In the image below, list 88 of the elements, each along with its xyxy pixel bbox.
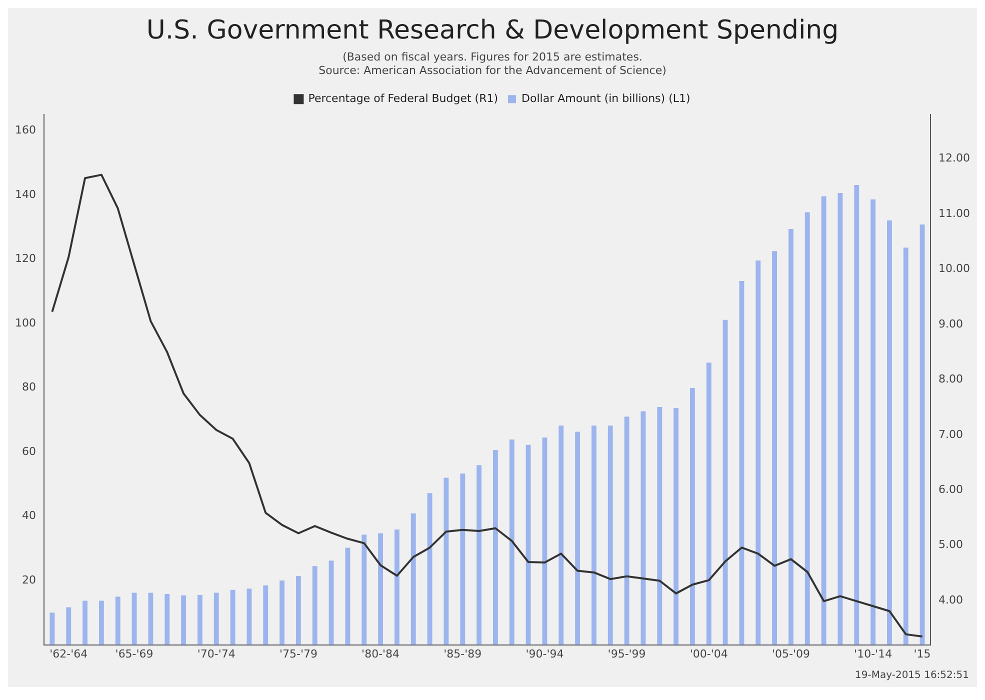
bar [624,416,630,645]
bar [427,493,432,645]
y-tick-label: 160 [14,124,36,137]
y-tick-label: 40 [22,509,36,522]
bar [722,320,728,645]
bar [887,220,892,645]
chart-title: U.S. Government Research & Development Spending [146,15,839,46]
bar [66,607,72,645]
x-tick-label: '90-'94 [526,647,564,660]
bar [214,592,219,645]
bar [362,534,367,645]
x-tick-label: '85-'89 [444,647,482,660]
x-tick-label: '00-'04 [690,647,728,660]
x-tick-label: '65-'69 [115,647,154,660]
y2-tick-label: 12.00 [938,152,970,165]
bar [444,478,449,645]
bar [509,439,514,645]
chart-subtitle: (Based on fiscal years. Figures for 2015 are estimates. Source: American Association for the Advancement of Science) [318,50,666,77]
bar [690,388,695,645]
x-tick-label: '70-'74 [197,647,236,660]
bar [132,592,137,645]
x-tick-label: '95-'99 [608,647,646,660]
x-tick-label: '80-'84 [362,647,400,660]
y2-tick-label: 7.00 [938,428,964,441]
bar [50,612,55,645]
bar [674,408,679,645]
bar [394,529,400,645]
y2-tick-label: 5.00 [938,538,964,552]
bar [493,450,498,645]
bar [640,411,646,645]
x-tick-label: '75-'79 [279,647,318,660]
bar [98,600,104,645]
bar [608,426,613,645]
bar [526,444,531,645]
bar [756,260,761,645]
x-tick-label: '05-'09 [772,647,810,660]
bar [739,281,744,645]
bar [263,585,268,645]
bar [246,588,252,645]
bar [148,592,154,645]
bar [164,594,170,645]
bar [312,566,318,645]
x-tick-label: '10-'14 [854,647,892,660]
x-tick-label: '62-'64 [50,647,88,660]
bar [575,432,580,645]
y2-tick-label: 6.00 [938,483,964,496]
y-tick-label: 20 [22,573,36,586]
bar [82,600,88,645]
y2-tick-label: 8.00 [938,372,964,386]
y2-tick-label: 4.00 [938,593,964,606]
text: 19-May-2015 16:52:51 [855,670,969,681]
bar [592,426,596,645]
bar [706,362,712,645]
bar [804,212,810,645]
bar [558,426,564,645]
bar [657,407,662,645]
bar [328,560,334,645]
bar [460,474,466,645]
y-tick-label: 80 [22,380,36,394]
y2-tick-label: 11.00 [938,206,970,220]
y2-tick-label: 10.00 [938,262,970,276]
bar [903,248,908,645]
y-tick-label: 120 [14,252,36,266]
legend-label: Percentage of Federal Budget (R1) [308,92,498,105]
bar [197,594,202,645]
x-tick-label: '15 [914,647,931,660]
bar [345,548,350,645]
bar [280,580,285,645]
bar [410,513,416,645]
bar [115,596,120,645]
bar [542,438,548,645]
bar [476,465,482,645]
bar [772,251,778,645]
bar [870,199,876,645]
y-tick-label: 100 [14,316,36,330]
bar [230,590,236,645]
bar [920,224,925,645]
y-tick-label: 60 [22,444,36,458]
legend-label: Dollar Amount (in billions) (L1) [522,92,690,105]
bar [296,576,301,645]
bar [821,196,826,645]
bar [181,595,186,645]
bar [788,228,794,645]
bar [838,193,843,645]
bar [854,184,860,645]
y-tick-label: 140 [14,188,36,201]
y2-tick-label: 9.00 [938,317,964,330]
bar [378,533,384,645]
